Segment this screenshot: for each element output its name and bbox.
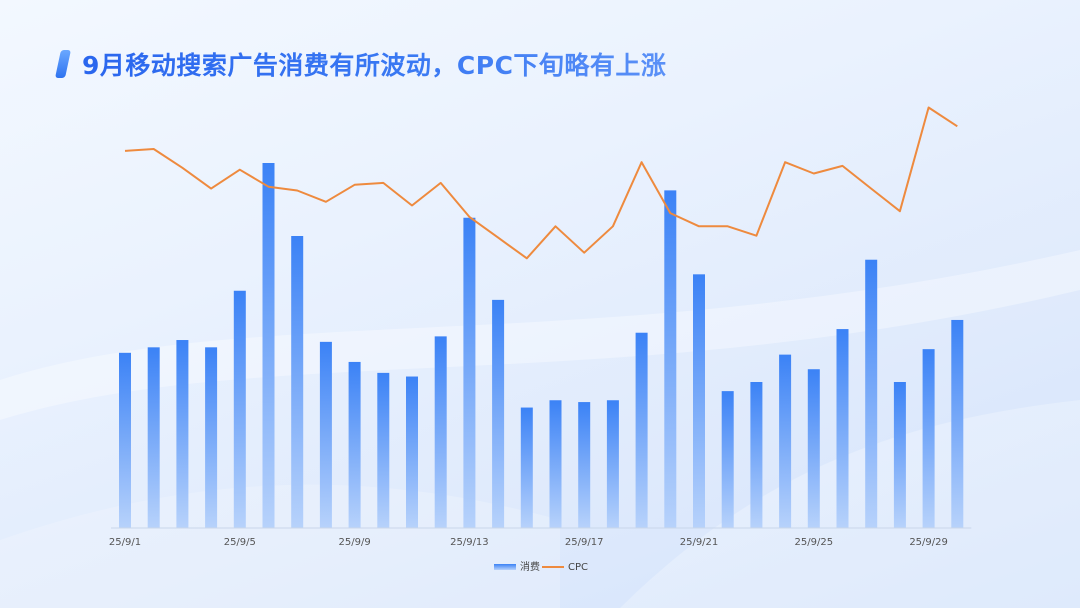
bar-25/9/28 [893, 382, 906, 528]
bar-25/9/13 [463, 217, 476, 528]
bar-25/9/24 [779, 354, 792, 528]
bar-25/9/17 [578, 402, 591, 528]
x-tick-label: 25/9/21 [680, 537, 719, 548]
bar-25/9/14 [492, 299, 505, 528]
bar-25/9/25 [807, 369, 820, 528]
bar-25/9/6 [262, 163, 275, 528]
x-tick-label: 25/9/5 [224, 537, 256, 548]
x-tick-label: 25/9/13 [450, 537, 489, 548]
bar-25/9/16 [549, 400, 562, 528]
bar-25/9/8 [319, 341, 332, 528]
bar-25/9/2 [147, 347, 160, 528]
bar-25/9/4 [205, 347, 218, 528]
bar-25/9/3 [176, 340, 189, 528]
bar-25/9/9 [348, 361, 361, 528]
bar-25/9/30 [951, 319, 964, 528]
legend-label-line: CPC [568, 562, 588, 573]
bar-25/9/18 [606, 400, 619, 528]
x-tick-label: 25/9/9 [339, 537, 371, 548]
legend-swatch-bar [494, 564, 516, 570]
bar-25/9/15 [520, 407, 533, 528]
title-block: 9月移动搜索广告消费有所波动，CPC下旬略有上涨 [55, 46, 666, 82]
bar-25/9/19 [635, 332, 648, 528]
bar-25/9/12 [434, 336, 447, 528]
bar-25/9/1 [119, 352, 131, 528]
bar-25/9/7 [291, 236, 304, 528]
legend: 消费 CPC [494, 560, 588, 573]
bar-25/9/21 [693, 274, 705, 528]
legend-label-bar: 消费 [520, 560, 540, 573]
bar-25/9/22 [721, 391, 734, 528]
bar-25/9/10 [377, 372, 390, 528]
x-tick-label: 25/9/17 [565, 537, 604, 548]
x-tick-label: 25/9/25 [795, 537, 834, 548]
bar-25/9/26 [836, 329, 849, 528]
page-title: 9月移动搜索广告消费有所波动，CPC下旬略有上涨 [82, 46, 666, 82]
bar-25/9/27 [865, 259, 878, 528]
x-tick-label: 25/9/1 [109, 537, 141, 548]
cpc-line [124, 106, 958, 260]
x-tick-label: 25/9/29 [909, 537, 948, 548]
bar-25/9/11 [406, 376, 418, 528]
bar-25/9/5 [233, 290, 246, 528]
bar-25/9/29 [922, 349, 935, 528]
bar-25/9/23 [750, 382, 763, 528]
bar-25/9/20 [664, 190, 677, 528]
